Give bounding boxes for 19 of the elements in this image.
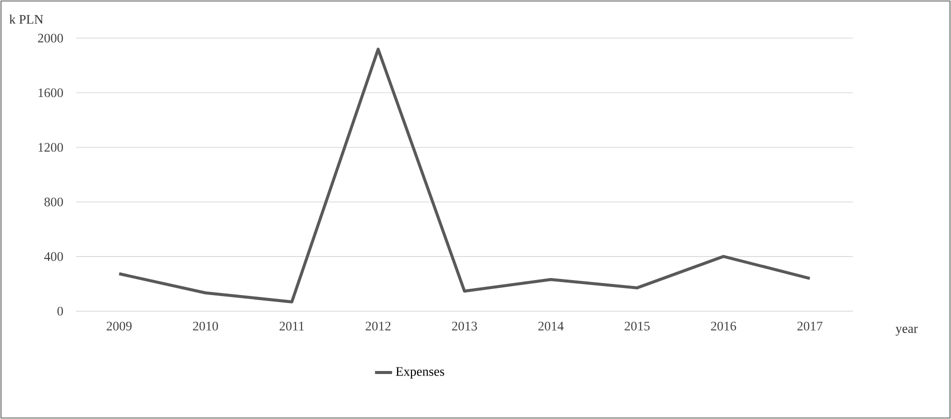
y-tick-label: 1200 [38, 142, 63, 152]
x-tick-label: 2012 [366, 322, 390, 330]
y-tick-label: 400 [44, 252, 63, 261]
x-tick-label: 2013 [452, 322, 477, 330]
x-tick-label: 2010 [193, 322, 218, 330]
x-tick-label: 2014 [538, 322, 564, 330]
x-tick-label: 2016 [711, 322, 736, 330]
legend-label: Expenses [396, 367, 444, 378]
y-tick-label: 0 [57, 306, 63, 316]
x-tick-label: 2015 [624, 322, 650, 330]
x-tick-label: 2011 [280, 322, 304, 330]
y-tick-label: 1600 [38, 88, 63, 98]
x-axis-title: year [896, 326, 918, 336]
x-tick-label: 2017 [797, 322, 822, 330]
y-tick-label: 2000 [38, 34, 63, 43]
line-series [118, 48, 812, 304]
x-tick-label: 2009 [106, 322, 132, 330]
y-tick-label: 800 [44, 198, 63, 206]
y-axis-title: k PLN [9, 14, 44, 24]
